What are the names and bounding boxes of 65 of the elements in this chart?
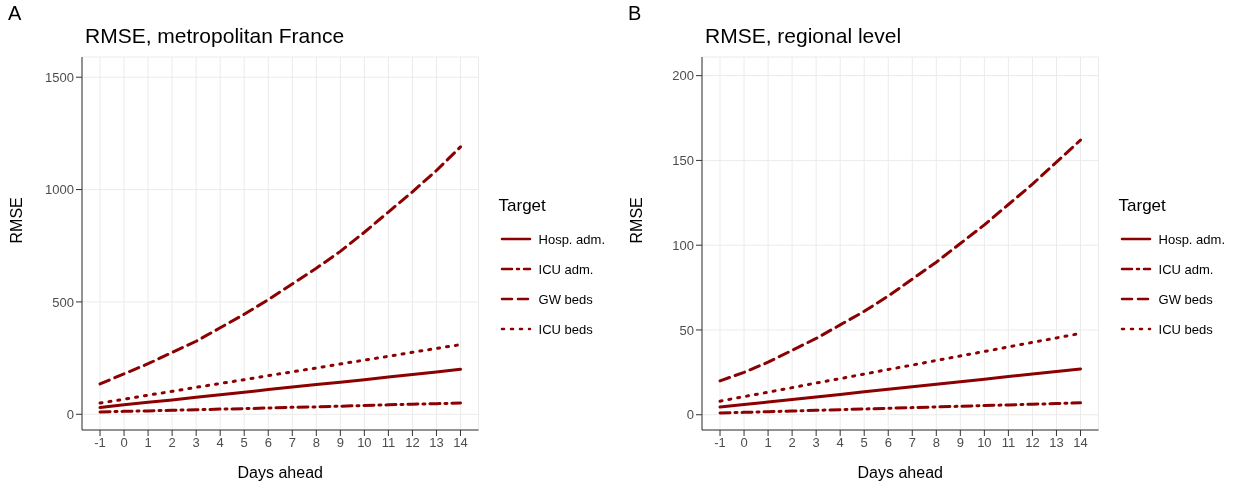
x-tick-label: 0 [740, 435, 748, 451]
x-tick-label: 7 [288, 435, 296, 451]
x-tick-label: 0 [120, 435, 128, 451]
legend-label: ICU adm. [1158, 261, 1214, 277]
line-series [718, 367, 1082, 409]
x-tick-label: 9 [336, 435, 344, 451]
y-tick-label: 0 [686, 407, 694, 423]
line-series [98, 343, 462, 405]
x-tick-label: 7 [908, 435, 916, 451]
x-tick-label: 10 [357, 435, 372, 451]
legend-label: GW beds [1158, 291, 1213, 307]
x-tick-label: 8 [312, 435, 320, 451]
y-tick-label: 500 [52, 294, 74, 310]
x-tick-label: -1 [94, 435, 106, 451]
y-tick-label: 50 [679, 322, 694, 338]
x-tick-label: 9 [956, 435, 964, 451]
x-tick-label: 13 [429, 435, 444, 451]
x-tick-label: 6 [264, 435, 272, 451]
x-tick-label: 11 [381, 435, 396, 451]
legend-label: Hosp. adm. [538, 231, 605, 247]
x-tick-label: 6 [884, 435, 892, 451]
legend-label: ICU beds [538, 321, 593, 337]
y-tick-label: 200 [672, 68, 694, 84]
x-tick-label: 5 [860, 435, 868, 451]
x-tick-label: 13 [1049, 435, 1064, 451]
x-tick-label: 1 [764, 435, 772, 451]
line-series [98, 145, 462, 386]
x-axis-title: Days ahead [237, 464, 323, 481]
x-tick-label: 1 [144, 435, 152, 451]
y-tick-label: 1500 [45, 69, 74, 85]
legend-label: GW beds [538, 291, 593, 307]
line-series [718, 401, 1082, 415]
legend-label: ICU adm. [538, 261, 594, 277]
x-tick-label: 14 [453, 435, 468, 451]
text: B [628, 2, 642, 25]
y-tick-label: 0 [66, 406, 74, 422]
x-tick-label: 11 [1001, 435, 1016, 451]
legend-title: Target [1118, 196, 1167, 216]
line-series [718, 138, 1082, 383]
x-tick-label: 2 [788, 435, 796, 451]
chart-title: RMSE, metropolitan France [85, 24, 345, 48]
x-tick-label: -1 [714, 435, 726, 451]
y-tick-label: 150 [672, 153, 694, 169]
x-tick-label: 8 [932, 435, 940, 451]
line-series [98, 367, 462, 410]
x-tick-label: 2 [168, 435, 176, 451]
legend-label: Hosp. adm. [1158, 231, 1225, 247]
x-tick-label: 3 [812, 435, 820, 451]
chart-title: RMSE, regional level [705, 24, 902, 48]
x-tick-label: 5 [240, 435, 248, 451]
y-axis-title: RMSE [627, 197, 645, 244]
x-tick-label: 12 [405, 435, 420, 451]
legend-title: Target [498, 196, 547, 216]
x-tick-label: 3 [192, 435, 200, 451]
y-axis-title: RMSE [7, 197, 25, 244]
x-tick-label: 14 [1073, 435, 1088, 451]
legend-label: ICU beds [1158, 321, 1213, 337]
x-tick-label: 10 [977, 435, 992, 451]
y-tick-label: 1000 [45, 182, 74, 198]
x-axis-title: Days ahead [857, 464, 943, 481]
y-tick-label: 100 [672, 237, 694, 253]
x-tick-label: 4 [216, 435, 224, 451]
text: A [8, 2, 22, 25]
x-tick-label: 4 [836, 435, 844, 451]
x-tick-label: 12 [1025, 435, 1040, 451]
